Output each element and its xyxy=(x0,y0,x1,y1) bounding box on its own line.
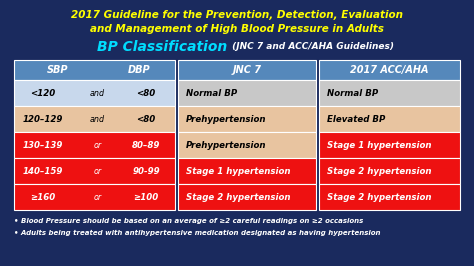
Text: JNC 7: JNC 7 xyxy=(233,65,262,75)
Text: and Management of High Blood Pressure in Adults: and Management of High Blood Pressure in… xyxy=(90,24,384,34)
Text: 120–129: 120–129 xyxy=(23,114,63,123)
Text: Stage 1 hypertension: Stage 1 hypertension xyxy=(327,140,431,149)
Text: • Adults being treated with antihypertensive medication designated as having hyp: • Adults being treated with antihyperten… xyxy=(14,230,381,236)
Text: SBP: SBP xyxy=(47,65,68,75)
Bar xyxy=(14,106,175,132)
Text: <80: <80 xyxy=(137,89,155,98)
Bar xyxy=(319,158,460,184)
Bar xyxy=(178,158,316,184)
Bar xyxy=(319,80,460,106)
Text: Stage 1 hypertension: Stage 1 hypertension xyxy=(186,167,291,176)
Bar xyxy=(319,132,460,158)
Text: Prehypertension: Prehypertension xyxy=(186,114,266,123)
Text: (JNC 7 and ACC/AHA Guidelines): (JNC 7 and ACC/AHA Guidelines) xyxy=(229,42,394,51)
Text: Normal BP: Normal BP xyxy=(327,89,378,98)
Text: 2017 Guideline for the Prevention, Detection, Evaluation: 2017 Guideline for the Prevention, Detec… xyxy=(71,10,403,20)
Text: or: or xyxy=(94,167,102,176)
Text: Stage 2 hypertension: Stage 2 hypertension xyxy=(327,167,431,176)
Text: and: and xyxy=(90,89,105,98)
Bar xyxy=(14,158,175,184)
Text: 140–159: 140–159 xyxy=(23,167,63,176)
Text: Stage 2 hypertension: Stage 2 hypertension xyxy=(186,193,291,202)
Text: Stage 2 hypertension: Stage 2 hypertension xyxy=(327,193,431,202)
Bar xyxy=(14,60,175,80)
Text: DBP: DBP xyxy=(128,65,151,75)
Text: Prehypertension: Prehypertension xyxy=(186,140,266,149)
Bar xyxy=(14,132,175,158)
Bar xyxy=(178,184,316,210)
Bar xyxy=(178,132,316,158)
Bar xyxy=(178,80,316,106)
Text: 90-99: 90-99 xyxy=(132,167,160,176)
Text: BP Classification: BP Classification xyxy=(97,40,227,54)
Text: 2017 ACC/AHA: 2017 ACC/AHA xyxy=(350,65,429,75)
Text: Normal BP: Normal BP xyxy=(186,89,237,98)
Text: or: or xyxy=(94,140,102,149)
Bar xyxy=(14,80,175,106)
Bar xyxy=(14,184,175,210)
Bar xyxy=(319,106,460,132)
Text: <80: <80 xyxy=(137,114,155,123)
Text: or: or xyxy=(94,193,102,202)
Text: and: and xyxy=(90,114,105,123)
Bar xyxy=(319,184,460,210)
Text: <120: <120 xyxy=(30,89,55,98)
Bar xyxy=(319,60,460,80)
Text: ≥100: ≥100 xyxy=(133,193,159,202)
Text: 130–139: 130–139 xyxy=(23,140,63,149)
Bar xyxy=(178,60,316,80)
Text: ≥160: ≥160 xyxy=(30,193,55,202)
Text: 80–89: 80–89 xyxy=(132,140,160,149)
Text: Elevated BP: Elevated BP xyxy=(327,114,385,123)
Text: • Blood Pressure should be based on an average of ≥2 careful readings on ≥2 occa: • Blood Pressure should be based on an a… xyxy=(14,218,363,224)
Bar xyxy=(178,106,316,132)
